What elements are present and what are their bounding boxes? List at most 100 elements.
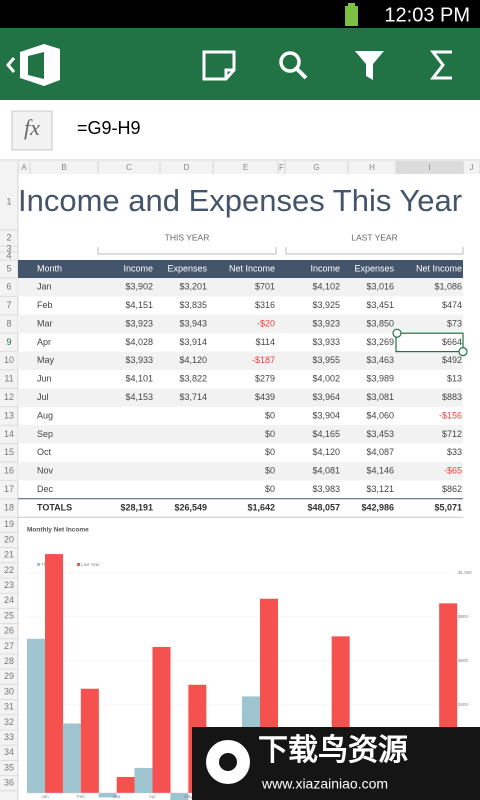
totals-cell: $1,642 [247, 502, 275, 512]
table-cell: $862 [442, 484, 462, 494]
formula-text[interactable]: =G9-H9 [77, 118, 141, 138]
selection-handle[interactable] [392, 328, 402, 338]
table-cell: $279 [255, 374, 275, 384]
table-cell: Oct [37, 447, 52, 457]
table-cell: $3,914 [179, 337, 207, 347]
group-bracket [97, 247, 277, 255]
table-header-cell: Income [123, 263, 153, 273]
selected-cell [395, 332, 464, 353]
row-header: 20 [4, 534, 14, 544]
y-tick-label: $800 [458, 614, 469, 619]
table-cell: $4,151 [125, 300, 153, 310]
back-button[interactable] [6, 57, 16, 73]
table-cell: $3,955 [312, 355, 340, 365]
watermark-title: 下载鸟资源 [258, 734, 408, 767]
table-cell: $712 [442, 429, 462, 439]
row-header: 24 [4, 595, 14, 605]
table-header-cell: Expenses [354, 263, 394, 273]
row-header: 22 [4, 565, 14, 575]
table-cell: $3,714 [179, 392, 207, 402]
row-header: 26 [4, 626, 14, 636]
table-cell: $3,453 [366, 429, 394, 439]
table-cell: $4,120 [312, 447, 340, 457]
table-cell: $0 [265, 410, 275, 420]
column-header: E [243, 163, 248, 172]
legend-swatch [77, 563, 80, 566]
table-cell: Jul [37, 392, 49, 402]
row-header: 8 [6, 318, 11, 328]
table-cell: $3,933 [312, 337, 340, 347]
table-cell: Dec [37, 484, 54, 494]
row-header: 25 [4, 610, 14, 620]
table-cell: $4,087 [366, 447, 394, 457]
table-cell: $3,269 [366, 337, 394, 347]
row-header: 6 [6, 282, 11, 292]
column-header-strip [0, 161, 480, 174]
column-header: D [184, 163, 190, 172]
row-header: 33 [4, 732, 14, 742]
x-tick-label: Mar [113, 794, 121, 799]
formula-bar [0, 100, 480, 160]
table-cell: $114 [256, 337, 275, 347]
autosum-button[interactable] [429, 50, 452, 80]
legend-label: Last Year [81, 562, 100, 567]
table-header-cell: Expenses [167, 263, 207, 273]
table-cell: $492 [442, 355, 462, 365]
bar [62, 723, 81, 793]
table-cell: Sep [37, 429, 53, 439]
table-cell: $701 [255, 282, 275, 292]
office-logo[interactable] [20, 44, 60, 86]
table-cell: $439 [255, 392, 275, 402]
table-header-cell: Net Income [416, 263, 462, 273]
table-cell: $3,943 [179, 318, 207, 328]
table-cell: $0 [265, 484, 275, 494]
row-header: 17 [4, 484, 14, 494]
status-bar [0, 0, 480, 28]
row-header: 12 [4, 392, 14, 402]
row-header: 18 [4, 502, 14, 512]
totals-cell: $5,071 [434, 502, 462, 512]
row-header-strip [0, 174, 18, 800]
bar [116, 776, 135, 793]
table-cell: $4,153 [125, 392, 153, 402]
table-cell: -$65 [444, 466, 462, 476]
search-button[interactable] [279, 51, 301, 73]
function-icon: fx [24, 115, 40, 140]
table-cell: $4,101 [125, 374, 153, 384]
row-header: 28 [4, 656, 14, 666]
column-header: G [313, 163, 319, 172]
column-header: I [428, 163, 430, 172]
table-cell: $474 [442, 300, 462, 310]
toolbar [0, 28, 480, 100]
row-band [18, 462, 463, 481]
totals-cell: TOTALS [37, 502, 72, 512]
table-cell: $664 [442, 337, 462, 347]
function-button[interactable] [11, 110, 53, 151]
table-cell: Jun [37, 374, 52, 384]
filter-button[interactable] [355, 51, 384, 80]
row-header: 35 [4, 762, 14, 772]
selection-handle[interactable] [458, 347, 468, 357]
row-header: 1 [6, 196, 11, 206]
sheet-title: Income and Expenses This Year [18, 183, 462, 218]
row-header: 29 [4, 671, 14, 681]
table-cell: $1,086 [434, 282, 462, 292]
chart-title: Monthly Net Income [27, 527, 89, 534]
row-band [18, 314, 463, 334]
y-tick-label: $1,000 [458, 570, 472, 575]
table-header-band [18, 260, 463, 278]
table-cell: Feb [37, 300, 53, 310]
table-cell: $3,201 [179, 282, 207, 292]
row-band [18, 278, 463, 297]
table-cell: $4,002 [312, 374, 340, 384]
y-tick-label: $600 [458, 658, 469, 663]
row-header: 9 [6, 337, 11, 347]
table-cell: $3,016 [366, 282, 394, 292]
table-cell: $4,120 [179, 355, 207, 365]
comments-button[interactable] [202, 50, 236, 81]
table-header-cell: Net Income [229, 263, 275, 273]
group-header: LAST YEAR [351, 232, 397, 242]
table-cell: Nov [37, 466, 54, 476]
battery-icon [345, 6, 358, 26]
